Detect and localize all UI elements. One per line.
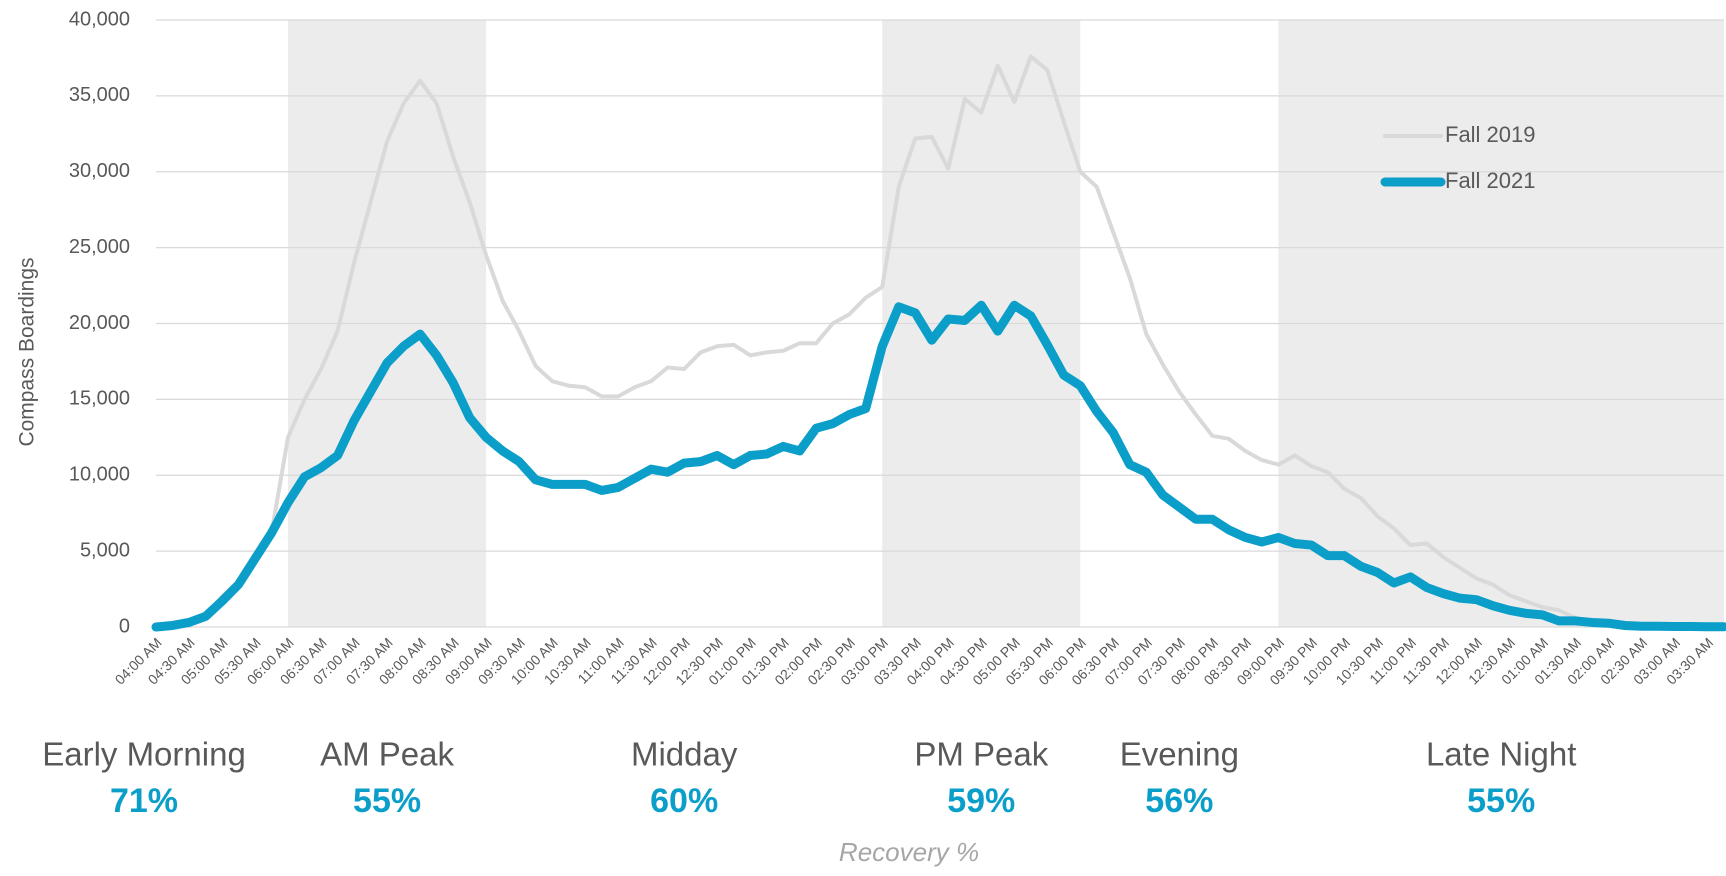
legend-label: Fall 2019: [1445, 122, 1536, 147]
period-name: PM Peak: [914, 736, 1048, 773]
series-line: [151, 300, 1726, 632]
y-tick-label: 40,000: [69, 8, 130, 30]
y-tick-label: 10,000: [69, 464, 130, 486]
y-tick-label: 0: [119, 615, 130, 637]
footer: Recovery %: [839, 837, 979, 867]
period-recovery: 71%: [110, 782, 178, 820]
period-recovery: 59%: [947, 782, 1015, 820]
period-recovery: 55%: [353, 782, 421, 820]
period-name: Early Morning: [42, 736, 246, 773]
period-recovery: 56%: [1145, 782, 1213, 820]
legend-label: Fall 2021: [1445, 168, 1536, 193]
period-name: Midday: [631, 736, 738, 773]
y-axis-title: Compass Boardings: [16, 257, 39, 446]
y-tick-label: 15,000: [69, 388, 130, 410]
period-recovery: 60%: [650, 782, 718, 820]
period-name: AM Peak: [320, 736, 454, 773]
y-tick-label: 5,000: [80, 539, 130, 561]
y-tick-label: 35,000: [69, 84, 130, 106]
period-recovery: 55%: [1467, 782, 1535, 820]
period-name: Late Night: [1426, 736, 1576, 773]
y-tick-label: 30,000: [69, 160, 130, 182]
y-tick-label: 20,000: [69, 312, 130, 334]
period-name: Evening: [1120, 736, 1239, 773]
series-line: [154, 54, 1726, 629]
y-tick-label: 25,000: [69, 236, 130, 258]
